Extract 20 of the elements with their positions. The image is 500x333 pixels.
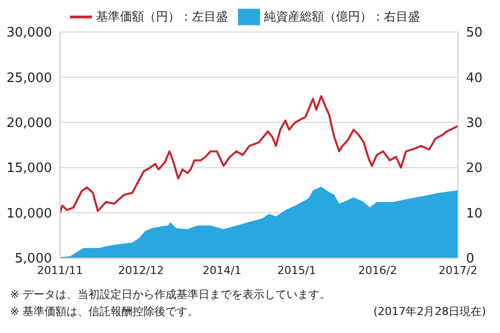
y-tick-label: 10,000	[6, 206, 52, 222]
y-tick-label: 30,000	[6, 26, 52, 41]
y-tick-label: 25,000	[6, 70, 52, 86]
text: (2017年2月28日現在)	[373, 304, 486, 320]
y2-tick-label: 40	[466, 70, 483, 86]
x-tick-label: 2016/2	[358, 264, 397, 277]
y2-tick-label: 20	[466, 161, 483, 176]
x-tick-label: 2012/12	[118, 264, 164, 277]
legend-label: 純資産総額（億円）：右目盛	[264, 9, 420, 24]
y-tick-label: 20,000	[6, 116, 52, 132]
x-tick-label: 2014/1	[202, 264, 242, 277]
y-tick-label: 15,000	[6, 161, 52, 176]
legend-label: 基準価額（円）：左目盛	[96, 9, 228, 24]
y2-tick-label: 10	[466, 206, 483, 222]
text: ※ データは、当初設定日から作成基準日までを表示しています。	[10, 287, 332, 303]
y2-tick-label: 50	[466, 26, 483, 41]
y2-tick-label: 30	[466, 116, 483, 132]
line-series	[60, 95, 458, 214]
x-tick-label: 2015/1	[277, 264, 316, 277]
text: ※ 基準価額は、信託報酬控除後です。	[10, 304, 199, 320]
